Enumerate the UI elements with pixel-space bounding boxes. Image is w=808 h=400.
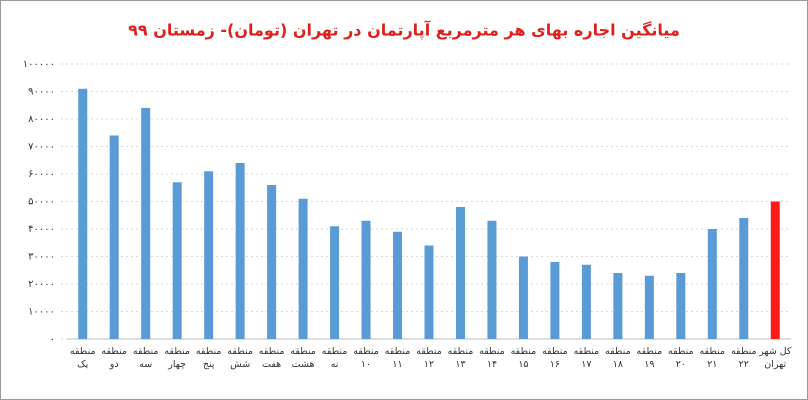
- bar: [109, 135, 119, 339]
- bar: [613, 273, 623, 339]
- y-tick-label: ۵۰۰۰۰: [28, 197, 55, 208]
- bar: [330, 226, 340, 339]
- x-tick-label: منطقه چهار: [164, 346, 190, 370]
- chart-title: میانگین اجاره بهای هر مترمربع آپارتمان د…: [128, 20, 680, 41]
- x-tick-label: منطقه یک: [69, 346, 96, 370]
- bar: [267, 185, 277, 339]
- x-tick-label: منطقه دو: [101, 346, 128, 370]
- bar: [518, 256, 528, 339]
- bar: [393, 231, 403, 339]
- bar: [487, 220, 497, 339]
- y-tick-label: ۴۰۰۰۰: [28, 224, 55, 235]
- y-tick-label: ۱۰۰۰۰۰: [23, 59, 55, 70]
- bar: [78, 88, 88, 339]
- x-tick-label: منطقه ۲۲: [730, 346, 757, 370]
- y-tick-label: ۹۰۰۰۰: [28, 87, 55, 98]
- x-tick-label: منطقه پنج: [195, 346, 222, 370]
- x-tick-label: منطقه ۱۵: [510, 346, 537, 370]
- bar: [676, 273, 686, 339]
- y-tick-label: ۰: [50, 334, 55, 345]
- x-tick-label: منطقه ۱۹: [636, 346, 663, 370]
- y-tick-label: ۳۰۰۰۰: [28, 252, 55, 263]
- bar: [141, 108, 151, 339]
- y-tick-label: ۸۰۰۰۰: [28, 114, 55, 125]
- x-tick-label: منطقه ۱۶: [542, 346, 568, 370]
- x-tick-label: منطقه ۱۳: [447, 346, 474, 370]
- x-tick-label: منطقه شش: [227, 346, 253, 370]
- x-tick-label: منطقه ۱۰: [353, 346, 379, 370]
- x-tick-label: منطقه هشت: [290, 346, 316, 370]
- x-tick-label: منطقه ۲۰: [667, 346, 694, 370]
- bar: [770, 201, 780, 339]
- x-tick-label: منطقه ۲۱: [699, 346, 726, 370]
- bar: [235, 163, 245, 339]
- x-tick-label: منطقه نه: [321, 346, 348, 370]
- y-tick-label: ۲۰۰۰۰: [28, 279, 55, 290]
- y-tick-label: ۶۰۰۰۰: [28, 169, 55, 180]
- x-tick-label: منطقه ۱۷: [573, 346, 600, 370]
- bar: [707, 229, 717, 339]
- bar: [739, 218, 749, 339]
- bar: [172, 182, 182, 339]
- x-tick-label: منطقه ۱۴: [479, 346, 505, 370]
- x-tick-label: منطقه ۱۸: [605, 346, 631, 370]
- y-tick-label: ۱۰۰۰۰: [28, 307, 55, 318]
- y-tick-label: ۷۰۰۰۰: [28, 142, 55, 153]
- bar: [550, 262, 560, 339]
- x-tick-label: منطقه هفت: [258, 346, 285, 370]
- x-tick-label: منطقه سه: [132, 346, 159, 370]
- x-tick-label: منطقه ۱۱: [384, 346, 411, 370]
- bar: [581, 264, 591, 339]
- bar: [204, 171, 214, 339]
- x-tick-label: منطقه ۱۲: [416, 346, 442, 370]
- bar: [455, 207, 465, 339]
- x-tick-label: کل شهر تهران: [759, 346, 792, 370]
- bar: [361, 220, 371, 339]
- bar: [298, 198, 308, 339]
- bar: [424, 245, 434, 339]
- bar: [644, 275, 654, 339]
